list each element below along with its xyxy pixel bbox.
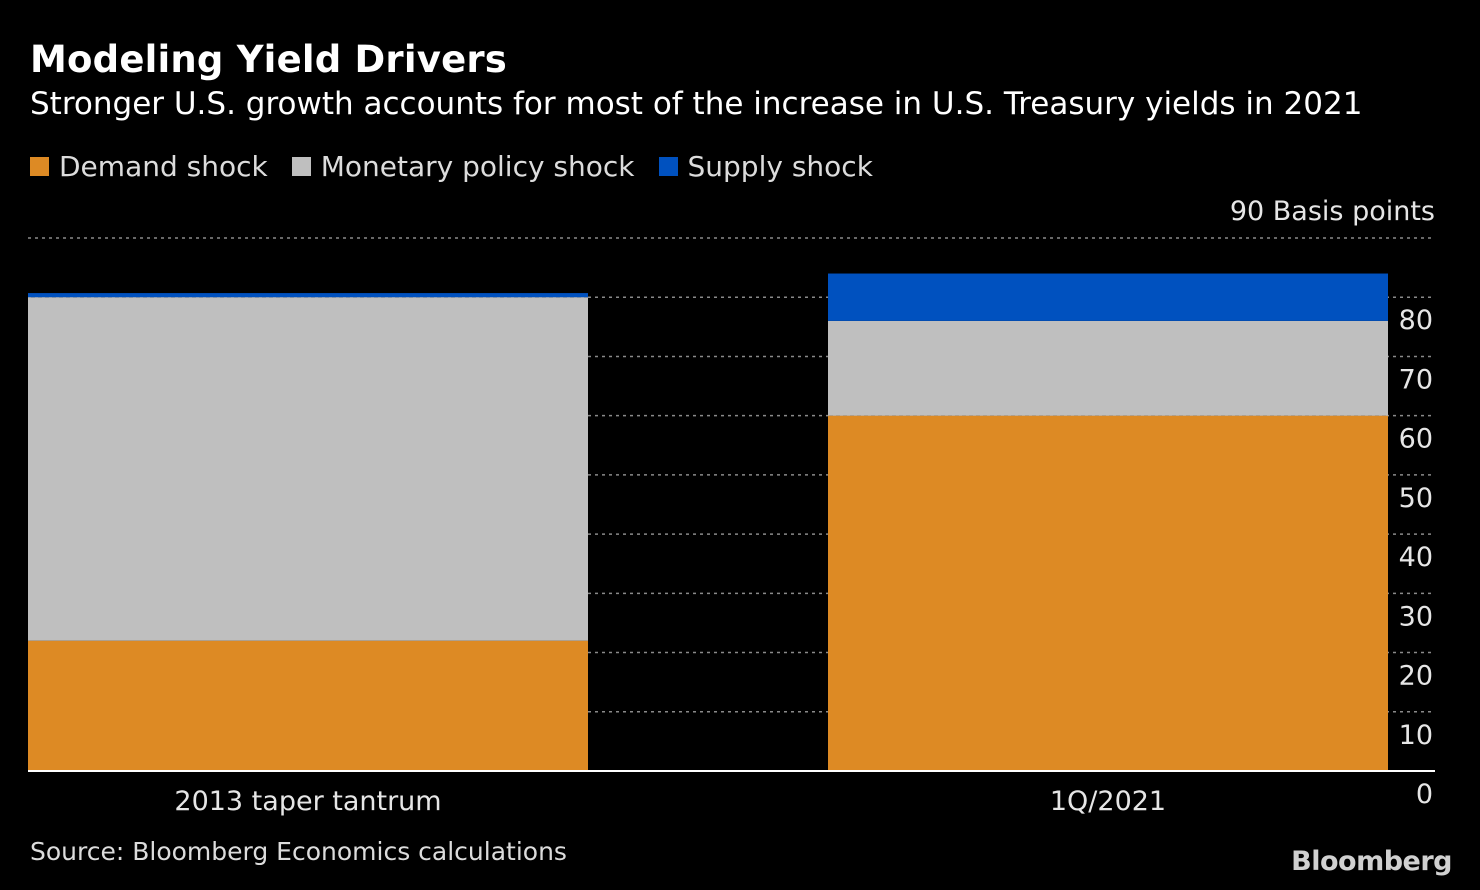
y-tick-label-10: 10 xyxy=(1399,720,1433,751)
legend-item-supply: Supply shock xyxy=(658,150,873,183)
bar-segment-monetary-1 xyxy=(828,320,1388,416)
bar-segment-supply-1 xyxy=(828,273,1388,321)
y-tick-label-0: 0 xyxy=(1416,779,1433,810)
legend-swatch-monetary xyxy=(291,157,311,176)
y-tick-label-80: 80 xyxy=(1399,305,1433,336)
y-tick-label-90: 90 Basis points xyxy=(1230,196,1435,227)
legend-label-demand: Demand shock xyxy=(59,150,268,183)
bar-segment-demand-1 xyxy=(828,415,1388,771)
legend-item-monetary: Monetary policy shock xyxy=(291,150,635,183)
y-tick-label-70: 70 xyxy=(1399,364,1433,395)
legend-item-demand: Demand shock xyxy=(30,150,268,183)
chart-subtitle: Stronger U.S. growth accounts for most o… xyxy=(30,86,1363,122)
y-tick-label-60: 60 xyxy=(1399,424,1433,455)
x-category-label-1: 1Q/2021 xyxy=(1050,786,1166,817)
y-tick-label-50: 50 xyxy=(1399,483,1433,514)
x-category-label-0: 2013 taper tantrum xyxy=(174,786,441,817)
source-note: Source: Bloomberg Economics calculations xyxy=(30,837,567,866)
y-tick-label-30: 30 xyxy=(1399,601,1433,632)
bloomberg-logo: Bloomberg xyxy=(1291,846,1452,877)
chart-title: Modeling Yield Drivers xyxy=(30,38,508,81)
legend-swatch-demand xyxy=(30,157,49,176)
bar-segment-demand-0 xyxy=(28,640,588,771)
legend-label-monetary: Monetary policy shock xyxy=(320,150,635,183)
y-tick-label-40: 40 xyxy=(1399,542,1433,573)
y-tick-label-20: 20 xyxy=(1399,661,1433,692)
chart-legend: Demand shock Monetary policy shock Suppl… xyxy=(30,150,897,183)
bar-segment-monetary-0 xyxy=(28,297,588,641)
bar-segment-supply-0 xyxy=(28,293,588,298)
legend-swatch-supply xyxy=(658,157,678,176)
legend-label-supply: Supply shock xyxy=(687,150,873,183)
